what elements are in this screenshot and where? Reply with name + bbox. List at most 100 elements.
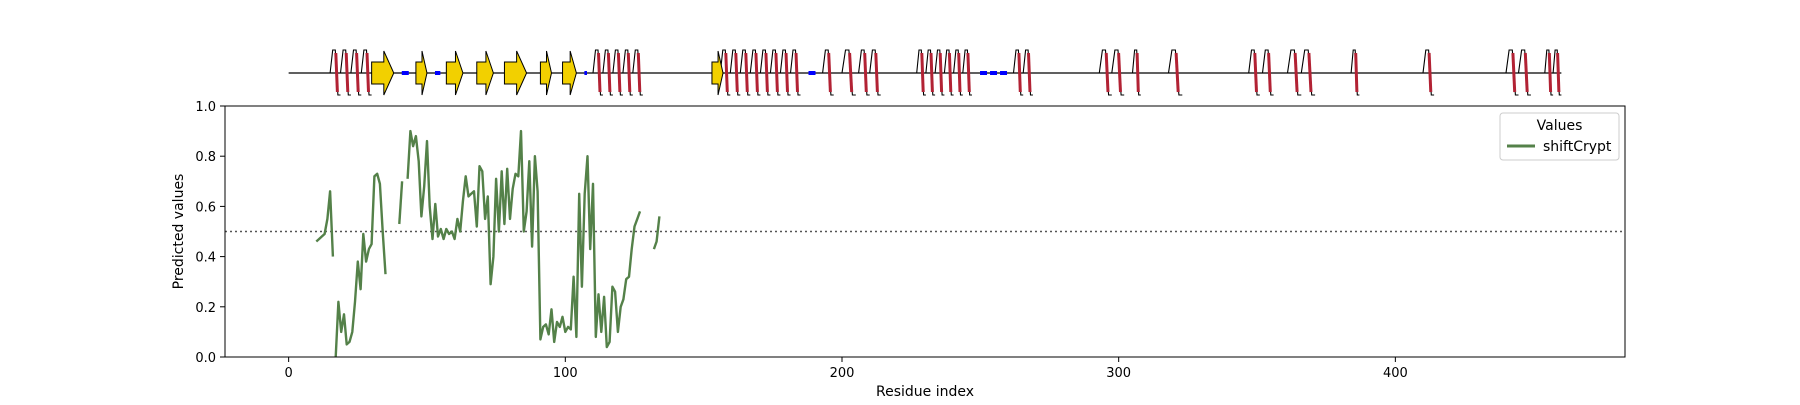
ss-helix-segment (1307, 52, 1313, 93)
ss-strand-arrow (445, 50, 464, 96)
ss-helix-segment (606, 52, 612, 93)
ss-helix-segment (734, 52, 739, 93)
ss-helix-segment (616, 52, 622, 93)
ss-helix-outline (841, 49, 856, 96)
plot-frame (224, 105, 1626, 358)
ss-helix-outline (602, 49, 613, 96)
ss-helix-segment (1253, 52, 1258, 93)
ss-helix-outline (934, 49, 945, 96)
ss-helix-segment (1427, 52, 1433, 93)
ss-helix-outline (1012, 49, 1024, 96)
ss-helix-outline (1517, 49, 1531, 96)
ss-helix-segment (1547, 52, 1553, 93)
ss-helix-segment (947, 52, 953, 93)
ss-helix-segment (1293, 52, 1299, 93)
ss-strand-arrow (711, 50, 724, 96)
ss-helix-segment (874, 52, 879, 93)
series-line-shiftcrypt-segment-3 (406, 129, 642, 349)
ss-helix-outline (1131, 49, 1141, 96)
y-tick-label: 0.4 (195, 251, 216, 266)
ss-helix-outline (953, 49, 963, 96)
ss-helix-segment (754, 52, 759, 93)
ss-helix-outline (739, 49, 751, 96)
ss-helix-outline (779, 49, 791, 96)
ss-helix-outline (360, 49, 372, 96)
x-tick-label: 100 (553, 366, 578, 381)
legend-box (1499, 112, 1620, 161)
y-tick-label: 0.0 (195, 351, 216, 366)
ss-helix-segment (1267, 52, 1272, 93)
ss-helix-outline (1505, 49, 1519, 96)
ss-strand-arrow (415, 50, 428, 96)
ss-helix-outline (749, 49, 761, 96)
y-tick-label: 0.2 (195, 301, 216, 316)
ss-helix-outline (916, 49, 926, 96)
y-tick-label: 0.8 (195, 150, 216, 165)
ss-helix-outline (350, 49, 362, 96)
series-line-shiftcrypt-segment-4 (652, 216, 661, 250)
x-axis-label: Residue index (876, 384, 974, 400)
legend-label-shiftcrypt: shiftCrypt (1543, 139, 1612, 155)
axes: 0 100 200 300 400 0.0 0.2 0.4 0.6 0.8 1.0 (195, 100, 1626, 381)
series-line-shiftcrypt-segment-0 (315, 190, 335, 257)
ss-helix-segment (355, 52, 360, 93)
ss-helix-segment (1511, 52, 1517, 93)
ss-helix-outline (1350, 49, 1360, 96)
ss-helix-segment (626, 52, 632, 93)
ss-helix-outline (339, 49, 351, 96)
ss-helix-segment (365, 52, 370, 93)
ss-helix-segment (1174, 52, 1180, 93)
series-line-shiftcrypt-segment-2 (398, 181, 404, 225)
ss-helix-segment (929, 52, 934, 93)
ss-helix-outline (632, 49, 643, 96)
ss-helix-outline (1098, 49, 1112, 96)
x-tick-label: 200 (830, 366, 855, 381)
ss-helix-outline (1422, 49, 1435, 96)
ss-helix-segment (744, 52, 749, 93)
ss-helix-outline (1167, 49, 1183, 96)
ss-helix-outline (943, 49, 954, 96)
y-tick-label: 1.0 (195, 100, 216, 115)
ss-strand-arrow (503, 50, 528, 96)
ss-helix-outline (622, 49, 633, 96)
ss-helix-segment (863, 52, 868, 93)
ss-helix-segment (1017, 52, 1022, 93)
ss-helix-outline (1544, 49, 1554, 96)
ss-helix-segment (848, 52, 854, 93)
y-tick-label: 0.6 (195, 200, 216, 215)
ss-strand-arrow (539, 50, 552, 96)
ss-helix-outline (1261, 49, 1274, 96)
ss-helix-outline (329, 49, 341, 96)
ss-helix-outline (1248, 49, 1260, 96)
ss-strand-arrow (476, 50, 494, 96)
ss-helix-outline (759, 49, 771, 96)
plot-area (225, 129, 1625, 358)
series-line-shiftcrypt-segment-1 (334, 172, 387, 358)
ss-helix-outline (719, 49, 731, 96)
ss-helix-segment (1027, 52, 1032, 93)
ss-helix-outline (869, 49, 881, 96)
ss-helix-outline (592, 49, 603, 96)
ss-helix-segment (920, 52, 925, 93)
ss-helix-segment (764, 52, 769, 93)
ss-helix-segment (1354, 52, 1359, 93)
ss-helix-segment (1117, 52, 1122, 93)
ss-helix-segment (827, 52, 832, 93)
ss-helix-outline (769, 49, 781, 96)
ss-helix-segment (1556, 52, 1561, 93)
ss-helix-segment (938, 52, 944, 93)
x-tick-label: 0 (284, 366, 292, 381)
ss-helix-segment (724, 52, 729, 93)
ss-helix-outline (1022, 49, 1033, 96)
secondary-structure-track (288, 49, 1562, 96)
ss-helix-outline (1286, 49, 1302, 96)
ss-helix-segment (774, 52, 779, 93)
legend: Values shiftCrypt (1499, 112, 1620, 161)
ss-helix-outline (858, 49, 870, 96)
ss-helix-outline (822, 49, 834, 96)
ss-strand-arrow (371, 50, 395, 96)
ss-helix-outline (1300, 49, 1316, 96)
ss-helix-segment (1104, 52, 1110, 93)
